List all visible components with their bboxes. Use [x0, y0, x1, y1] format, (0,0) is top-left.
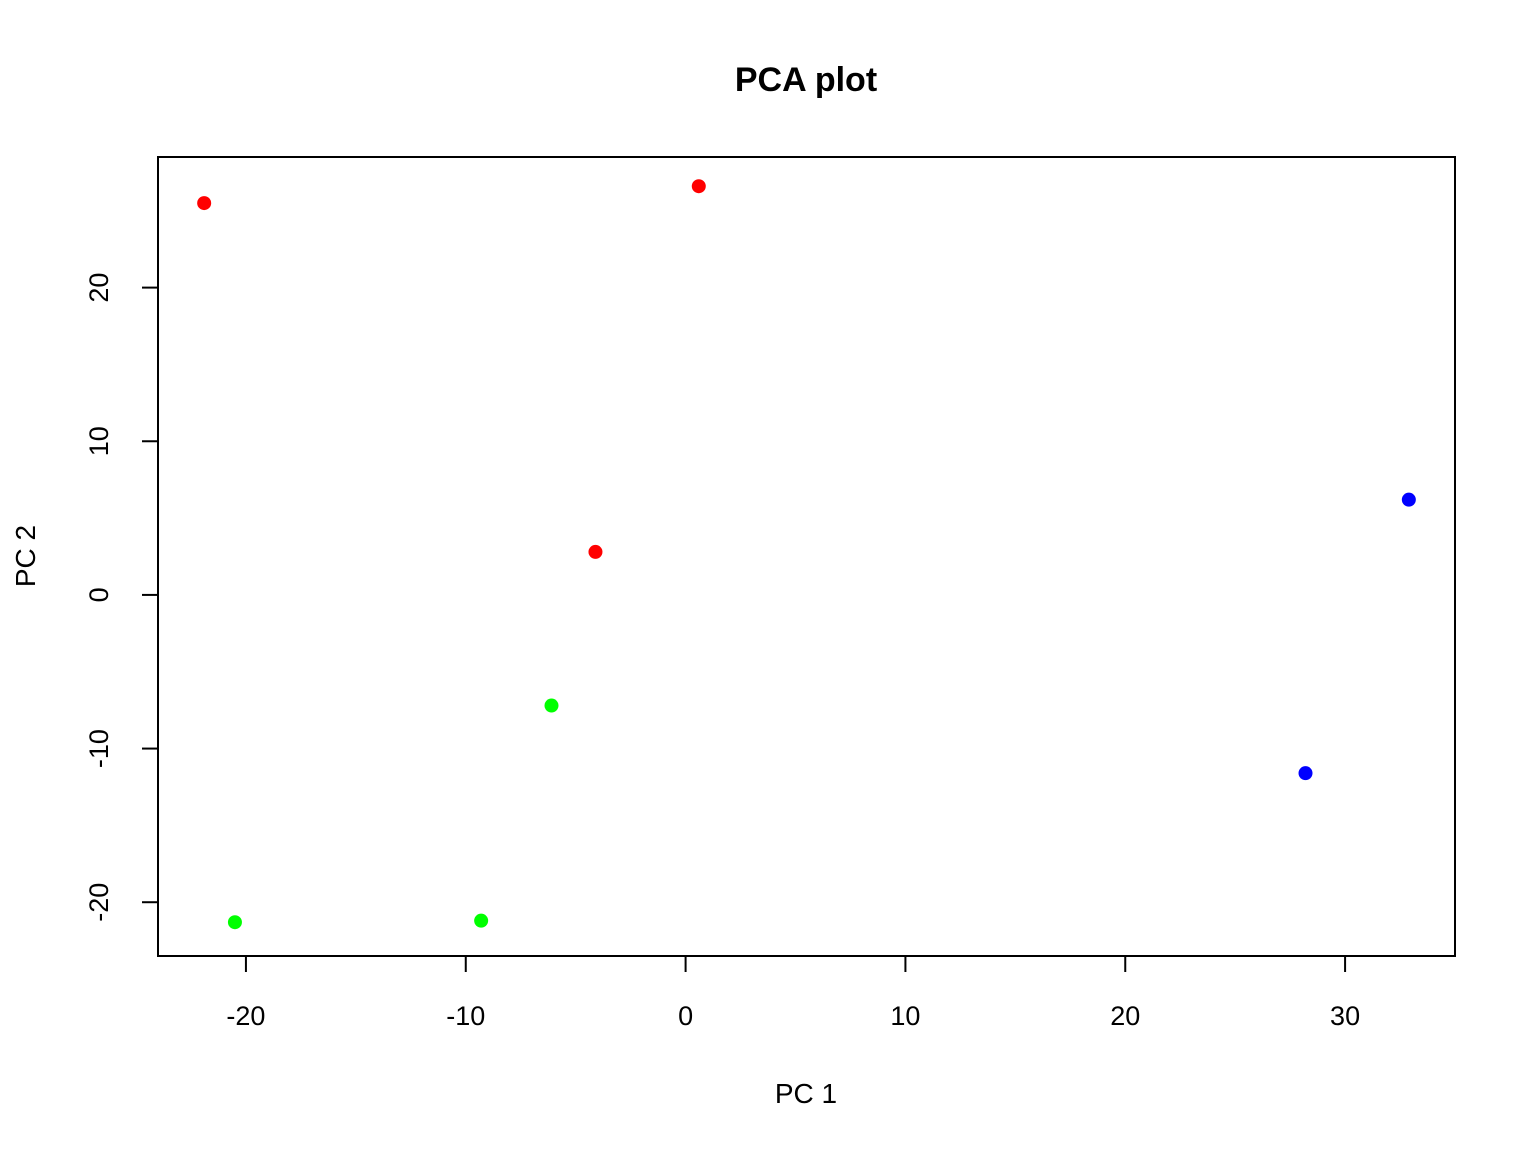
x-tick-label: -20: [226, 1001, 265, 1031]
x-tick-label: 30: [1330, 1001, 1360, 1031]
data-point: [227, 915, 242, 930]
y-tick-label: 10: [84, 426, 114, 456]
x-tick-label: 20: [1110, 1001, 1140, 1031]
x-axis-label: PC 1: [775, 1078, 837, 1109]
y-axis: -20 -10 0 10 20: [84, 273, 159, 922]
data-points: [197, 179, 1416, 930]
data-point: [1298, 766, 1313, 781]
x-axis: -20 -10 0 10 20 30: [226, 955, 1360, 1031]
data-point: [474, 913, 489, 928]
x-tick-label: 10: [890, 1001, 920, 1031]
y-tick-label: 20: [84, 273, 114, 303]
data-point: [1401, 492, 1416, 507]
y-tick-label: 0: [84, 587, 114, 602]
x-tick-label: -10: [446, 1001, 485, 1031]
y-tick-label: -10: [84, 729, 114, 768]
data-point: [691, 179, 706, 194]
data-point: [197, 196, 212, 211]
data-point: [544, 698, 559, 713]
y-tick-label: -20: [84, 883, 114, 922]
data-point: [588, 544, 603, 559]
chart-title: PCA plot: [735, 61, 877, 99]
x-tick-label: 0: [678, 1001, 693, 1031]
y-axis-label: PC 2: [10, 525, 41, 587]
